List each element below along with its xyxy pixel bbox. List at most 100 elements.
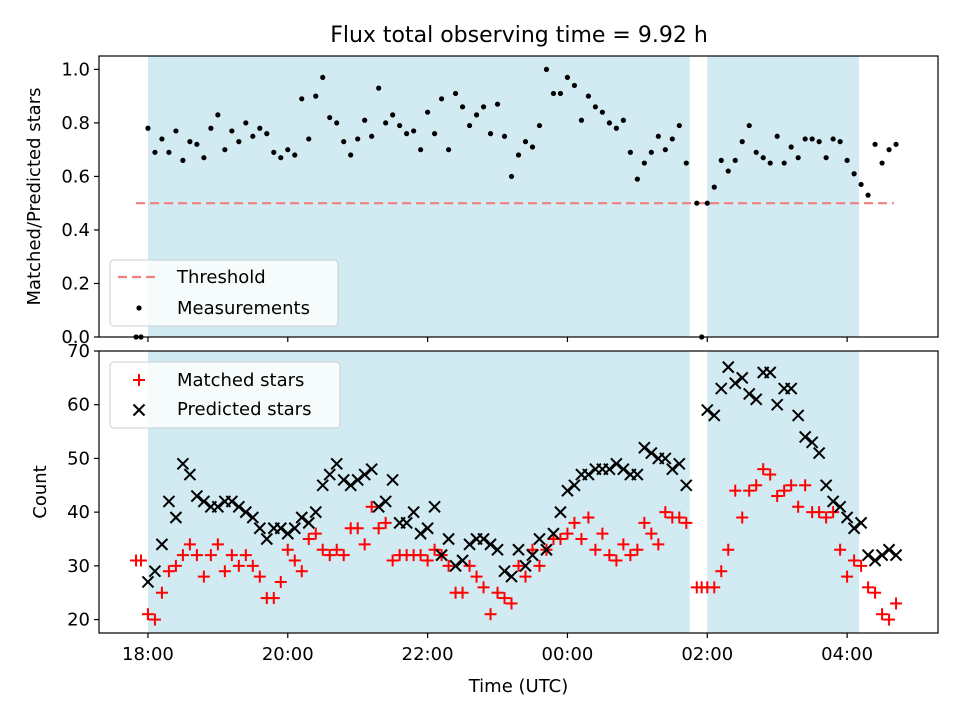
matched-point: [484, 608, 497, 621]
matched-point: [757, 463, 770, 476]
predicted-point-b: [784, 382, 798, 395]
matched-point: [638, 516, 651, 529]
matched-point: [267, 592, 280, 605]
predicted-point: [246, 511, 260, 524]
predicted-point: [631, 468, 644, 481]
measurement-point: [550, 90, 557, 97]
measurement-point: [257, 125, 263, 131]
predicted-point-b: [680, 479, 693, 492]
predicted-point-b: [659, 452, 672, 465]
predicted-point-b: [428, 500, 441, 513]
predicted-point-b: [582, 468, 595, 481]
predicted-point-b: [882, 543, 896, 556]
measurement-point: [676, 122, 682, 129]
predicted-point: [491, 543, 504, 556]
measurement-point: [243, 120, 249, 126]
predicted-point-b: [253, 522, 267, 535]
predicted-point: [826, 495, 840, 508]
y-tick-label: 60: [67, 395, 90, 416]
predicted-point: [288, 522, 301, 535]
measurement-point: [627, 149, 633, 155]
measurement-point: [334, 120, 340, 126]
measurement-point: [641, 160, 647, 166]
measurement-point: [452, 90, 459, 97]
predicted-point-b: [463, 538, 476, 551]
predicted-point: [211, 500, 225, 513]
observing-window-2: [707, 56, 859, 337]
measurement-point: [865, 192, 871, 198]
predicted-point-b: [638, 441, 651, 454]
matched-point: [799, 479, 812, 492]
predicted-point-b: [840, 511, 854, 524]
matched-point: [596, 527, 609, 540]
predicted-point: [456, 554, 469, 567]
measurement-point: [620, 117, 626, 123]
matched-point: [197, 570, 210, 583]
measurement-point: [746, 122, 752, 129]
predicted-point: [414, 527, 427, 540]
matched-point: [820, 511, 833, 524]
predicted-point: [666, 462, 679, 476]
predicted-point-b: [407, 505, 420, 519]
predicted-point-b: [246, 511, 260, 524]
measurement-point: [390, 112, 396, 118]
matched-point: [778, 484, 791, 497]
predicted-point: [680, 479, 693, 492]
predicted-point-b: [169, 511, 183, 524]
matched-point: [316, 543, 329, 556]
matched-point: [211, 538, 224, 551]
measurement-point: [348, 152, 354, 158]
y-axis-label: Matched/Predicted stars: [24, 88, 45, 306]
predicted-point-b: [225, 495, 239, 508]
measurement-point: [418, 147, 424, 153]
legend-label: Measurements: [177, 298, 310, 319]
predicted-point: [526, 548, 539, 562]
predicted-point-b: [861, 548, 875, 562]
measurement-point: [425, 109, 431, 115]
predicted-point: [260, 532, 274, 546]
predicted-point-b: [421, 522, 434, 535]
measurement-point: [494, 101, 501, 107]
measurement-point: [781, 160, 787, 166]
predicted-point: [722, 360, 735, 374]
matched-point: [603, 549, 616, 562]
predicted-point-b: [540, 543, 553, 556]
predicted-point-b: [491, 543, 504, 556]
matched-point: [519, 570, 532, 583]
predicted-point: [659, 452, 672, 465]
matched-point: [148, 613, 161, 626]
matched-point: [218, 565, 231, 578]
measurement-point: [194, 141, 200, 147]
matched-point: [141, 608, 154, 621]
predicted-point: [547, 527, 560, 540]
predicted-point-b: [190, 489, 204, 503]
legend-label: Predicted stars: [177, 399, 311, 420]
axes-frame: [98, 350, 939, 634]
y-tick-label: 30: [67, 556, 90, 577]
predicted-point-b: [323, 468, 336, 481]
measurement-point: [739, 139, 745, 145]
predicted-point: [582, 468, 595, 481]
predicted-point: [840, 511, 854, 524]
y-tick-label: 0.2: [61, 273, 90, 294]
measurement-point: [753, 149, 759, 155]
predicted-point-b: [505, 570, 518, 583]
measurement-point: [809, 136, 815, 142]
predicted-point: [673, 457, 686, 471]
measurement-point: [466, 122, 473, 129]
legend: Threshold Measurements: [109, 259, 339, 327]
measurement-point: [201, 155, 207, 161]
predicted-point: [701, 403, 714, 417]
legend-box: [109, 259, 339, 327]
matched-point: [330, 543, 343, 556]
predicted-point: [309, 505, 322, 519]
predicted-point-b: [826, 495, 840, 508]
predicted-point: [715, 382, 728, 395]
predicted-point-b: [435, 548, 448, 562]
predicted-point: [442, 532, 455, 546]
measurement-point: [299, 96, 305, 102]
predicted-point-b: [302, 516, 315, 530]
predicted-point: [386, 473, 399, 487]
measurement-point: [187, 139, 193, 145]
predicted-point: [729, 377, 742, 390]
